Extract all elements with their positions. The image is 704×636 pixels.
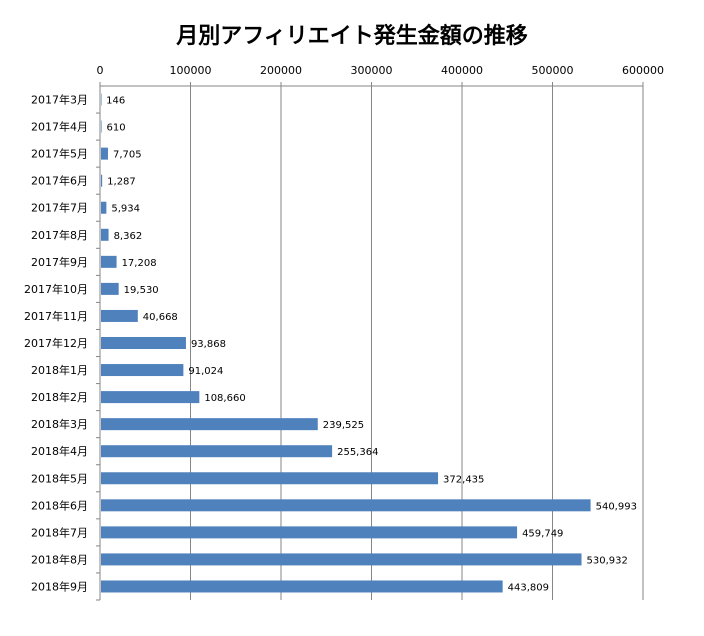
y-tick-label: 2017年3月 [31, 93, 88, 107]
data-label: 540,993 [596, 501, 637, 512]
bar [101, 391, 200, 404]
bar [101, 309, 138, 322]
bar [101, 255, 117, 268]
data-label: 146 [106, 96, 125, 107]
data-label: 93,868 [191, 339, 226, 350]
y-tick-label: 2017年4月 [31, 120, 88, 134]
y-tick-label: 2017年9月 [31, 255, 88, 269]
y-tick-label: 2018年5月 [31, 471, 88, 485]
y-tick-label: 2018年2月 [31, 390, 88, 404]
bar [101, 499, 591, 512]
data-label: 372,435 [443, 474, 484, 485]
bar [101, 147, 108, 160]
data-label: 108,660 [204, 393, 245, 404]
y-tick-label: 2018年9月 [31, 579, 88, 593]
y-tick-label: 2017年10月 [24, 282, 88, 296]
data-label: 530,932 [586, 555, 627, 566]
y-tick-label: 2017年6月 [31, 174, 88, 188]
bar [101, 174, 103, 187]
data-label: 255,364 [337, 447, 378, 458]
data-label: 610 [107, 123, 126, 134]
y-tick-label: 2018年6月 [31, 498, 88, 512]
bar [101, 120, 102, 133]
x-tick-label: 300000 [351, 64, 393, 77]
x-tick-label: 400000 [441, 64, 483, 77]
y-tick-label: 2017年7月 [31, 201, 88, 215]
bar [101, 282, 119, 295]
bar [101, 580, 503, 593]
bar [101, 526, 518, 539]
x-tick-label: 200000 [260, 64, 302, 77]
y-tick-label: 2017年5月 [31, 147, 88, 161]
data-label: 239,525 [323, 420, 364, 431]
data-label: 19,530 [124, 285, 159, 296]
data-label: 40,668 [143, 312, 178, 323]
x-tick-label: 500000 [532, 64, 574, 77]
data-label: 1,287 [107, 177, 136, 188]
y-tick-label: 2018年8月 [31, 552, 88, 566]
bar [101, 364, 184, 377]
bar [101, 445, 333, 458]
chart-title: 月別アフィリエイト発生金額の推移 [176, 24, 528, 49]
data-label: 91,024 [188, 366, 223, 377]
data-label: 8,362 [114, 231, 143, 242]
data-label: 5,934 [111, 204, 140, 215]
bar [101, 337, 186, 349]
y-tick-label: 2018年3月 [31, 417, 88, 431]
y-tick-label: 2017年12月 [24, 336, 88, 350]
data-label: 7,705 [113, 150, 142, 161]
x-tick-label: 600000 [622, 64, 664, 77]
bar [101, 418, 318, 431]
bar [101, 553, 582, 566]
data-label: 443,809 [508, 582, 549, 593]
bar [101, 472, 439, 485]
data-label: 459,749 [522, 528, 563, 539]
data-label: 17,208 [122, 258, 157, 269]
x-tick-label: 0 [97, 64, 104, 77]
y-tick-label: 2018年1月 [31, 363, 88, 377]
y-tick-label: 2018年7月 [31, 525, 88, 539]
x-tick-label: 100000 [170, 64, 212, 77]
bar [101, 93, 102, 106]
bar [101, 201, 107, 214]
y-tick-label: 2017年8月 [31, 228, 88, 242]
bar [101, 228, 109, 241]
y-tick-label: 2017年11月 [24, 309, 88, 323]
y-tick-label: 2018年4月 [31, 444, 88, 458]
